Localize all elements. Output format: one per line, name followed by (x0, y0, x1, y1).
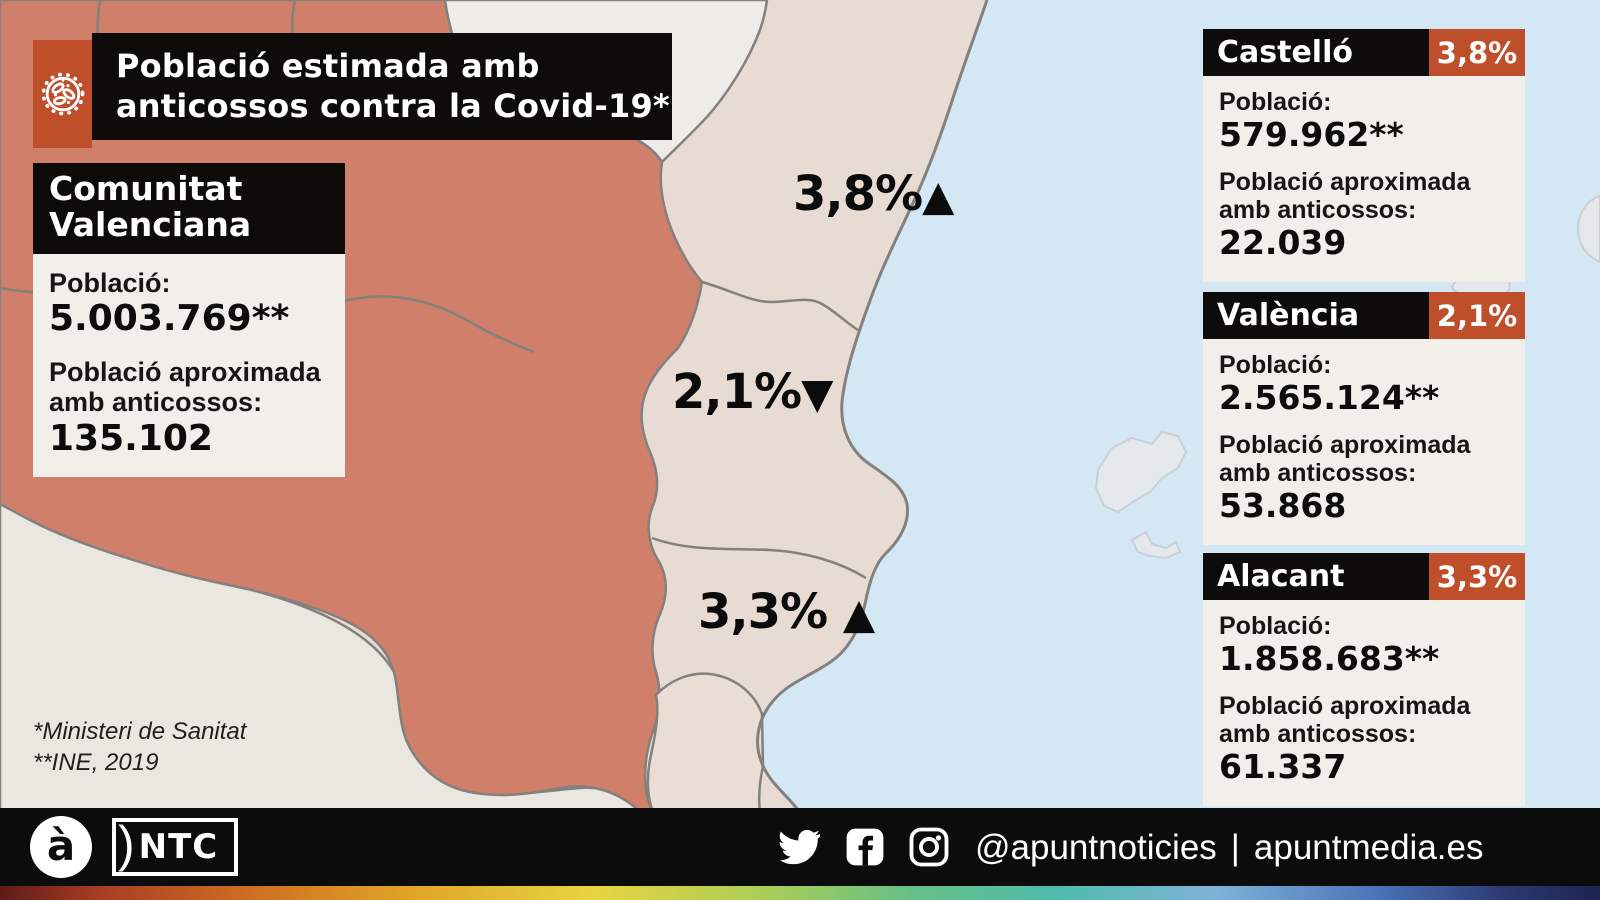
ntc-logo: ) NTC (112, 818, 238, 876)
website-link[interactable]: apuntmedia.es (1253, 828, 1484, 867)
antibodies-value: 53.868 (1219, 485, 1347, 525)
virus-icon-box (33, 40, 92, 148)
province-card-castello: Castelló 3,8% Població: 579.962** Poblac… (1203, 29, 1525, 282)
antibodies-value: 61.337 (1219, 746, 1347, 786)
map-island-mallorca-tip (1576, 194, 1600, 264)
map-label-castello-value: 3,8% (793, 166, 923, 222)
handle-separator: | (1230, 828, 1240, 867)
map-region-murcia (646, 672, 765, 814)
population-label: Població: (1219, 88, 1332, 116)
population-label: Població: (1219, 612, 1332, 640)
apunt-logo-letter: à (46, 820, 76, 870)
map-label-castello: 3,8%▲ (793, 166, 954, 222)
province-name: València (1217, 298, 1360, 333)
summary-antibodies-label: Població aproximada amb anticossos: (49, 357, 321, 418)
social-handle[interactable]: @apuntnoticies (975, 828, 1217, 867)
antibodies-label: Població aproximada amb anticossos: (1219, 430, 1471, 487)
triangle-up-icon: ▲ (842, 589, 876, 638)
instagram-icon[interactable] (908, 826, 950, 868)
twitter-icon[interactable] (778, 826, 820, 868)
triangle-down-icon: ▼ (801, 369, 834, 418)
footnote-source-2: **INE, 2019 (33, 749, 159, 777)
map-border-castello-valencia (701, 280, 859, 332)
page-title: Població estimada amb anticossos contra … (92, 33, 672, 140)
footnote-source-1: *Ministeri de Sanitat (33, 718, 247, 745)
province-card-alacant: Alacant 3,3% Població: 1.858.683** Pobla… (1203, 553, 1525, 806)
province-card-valencia: València 2,1% Població: 2.565.124** Pobl… (1203, 292, 1525, 545)
province-pct-badge: 3,3% (1429, 553, 1525, 600)
map-label-valencia: 2,1%▼ (672, 364, 833, 420)
summary-antibodies-value: 135.102 (49, 417, 213, 459)
antibodies-label: Població aproximada amb anticossos: (1219, 167, 1471, 224)
province-name: Alacant (1217, 559, 1345, 594)
map-coastline (756, 0, 989, 823)
summary-population-label: Població: (49, 267, 171, 298)
summary-card: Comunitat Valenciana Població: 5.003.769… (33, 163, 345, 478)
antibodies-label: Població aproximada amb anticossos: (1219, 691, 1471, 748)
antibodies-value: 22.039 (1219, 222, 1347, 262)
population-label: Població: (1219, 351, 1332, 379)
social-handle-line: @apuntnoticies | apuntmedia.es (975, 828, 1484, 868)
province-pct-badge: 3,8% (1429, 29, 1525, 76)
page-title-line2: anticossos contra la Covid-19* (116, 86, 670, 125)
summary-card-title: Comunitat Valenciana (33, 163, 345, 254)
map-island-eivissa (1094, 430, 1188, 514)
page-title-line1: Població estimada amb (116, 47, 540, 86)
population-value: 2.565.124** (1219, 378, 1440, 417)
ntc-logo-text: NTC (138, 827, 219, 867)
map-label-alacant-value: 3,3% (698, 584, 843, 640)
apunt-logo: à (30, 816, 92, 878)
rainbow-stripe (0, 886, 1600, 900)
map-border-valencia-alacant (651, 536, 867, 580)
triangle-up-icon: ▲ (922, 171, 955, 220)
population-value: 1.858.683** (1219, 639, 1440, 678)
ntc-logo-bracket: ) (118, 816, 135, 872)
population-value: 579.962** (1219, 115, 1404, 154)
footnotes: *Ministeri de Sanitat **INE, 2019 (33, 716, 246, 778)
map-label-valencia-value: 2,1% (672, 364, 802, 420)
map-island-formentera (1130, 530, 1182, 560)
province-pct-badge: 2,1% (1429, 292, 1525, 339)
virus-icon (41, 72, 84, 116)
summary-population-value: 5.003.769** (49, 297, 290, 339)
facebook-icon[interactable] (844, 826, 886, 868)
map-label-alacant: 3,3% ▲ (698, 584, 875, 640)
province-name: Castelló (1217, 35, 1353, 70)
